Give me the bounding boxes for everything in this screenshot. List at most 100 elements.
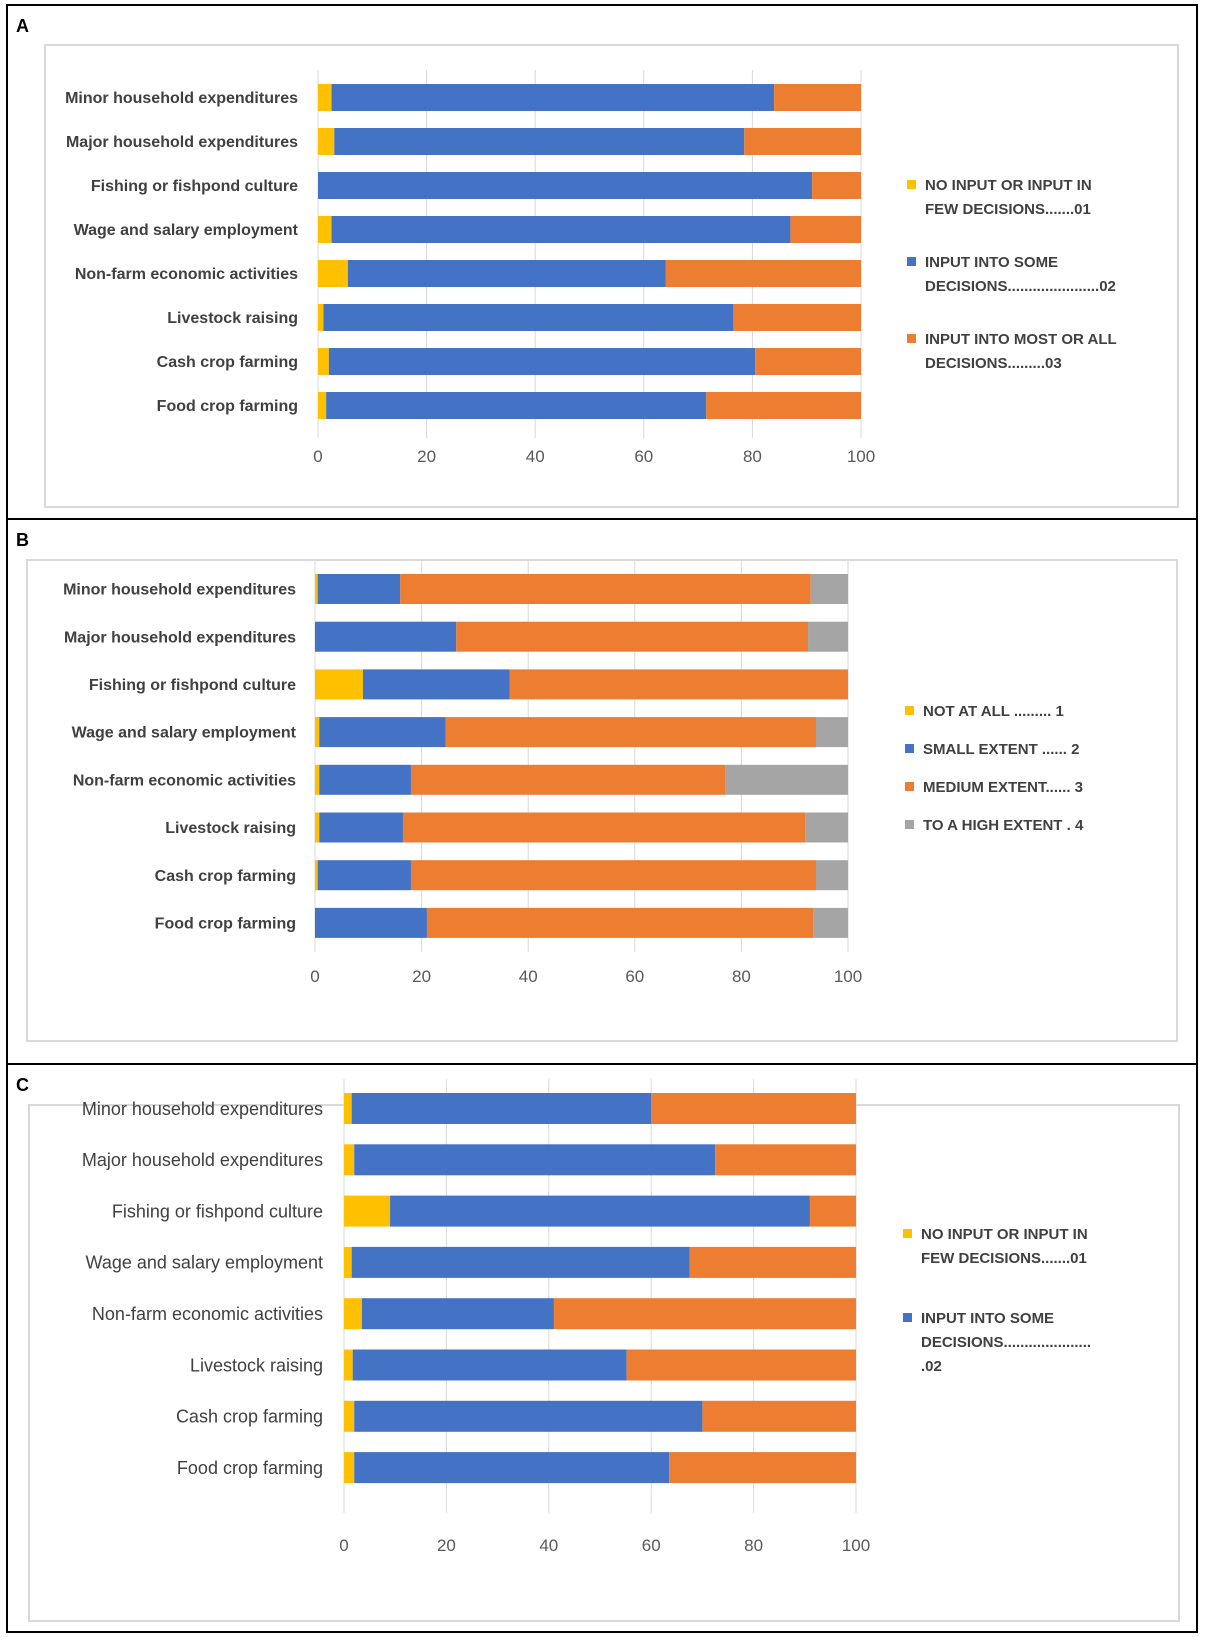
bar-segment [315,621,457,652]
x-tick-label: 40 [526,447,545,466]
bar-segment [344,1452,355,1484]
panel-b: B 0 20 40 60 80 100 Minor household expenditur… [6,520,1198,1065]
legend-label: INPUT INTO SOME [921,1310,1054,1327]
x-tick-label: 20 [412,967,431,986]
bar-segment [445,717,817,748]
x-tick-label: 100 [834,967,862,986]
legend-swatch [907,257,916,266]
bar-segment [706,392,861,419]
bar-segment [323,304,734,331]
x-tick-label: 40 [519,967,538,986]
legend-label: DECISIONS..................... [921,1334,1091,1351]
bar-segment [410,764,726,795]
legend-label: INPUT INTO MOST OR ALL [925,331,1117,348]
chart-c: 0 20 40 60 80 100 Minor household expenditures… [82,1079,1091,1555]
legend-label: FEW DECISIONS.......01 [921,1250,1087,1267]
category-label: Wage and salary employment [74,222,299,239]
bar-segment [354,1452,670,1484]
bar-segment [315,812,320,843]
x-tick-label: 0 [339,1536,348,1555]
bar-segment [315,717,320,748]
x-tick-label: 20 [437,1536,456,1555]
panel-letter: C [16,1075,29,1095]
bar-segment [344,1093,352,1124]
bar-segment [344,1144,355,1176]
bar-segment [362,669,510,700]
legend-label: FEW DECISIONS.......01 [925,201,1091,218]
legend-label: INPUT INTO SOME [925,254,1058,271]
category-label: Fishing or fishpond culture [91,178,298,195]
bar-segment [402,812,806,843]
chart-frame [26,559,1178,1042]
bar-segment [361,1298,554,1330]
bar-segment [755,348,861,375]
bar-segment [816,717,848,748]
legend-label: NO INPUT OR INPUT IN [925,177,1092,194]
category-label: Fishing or fishpond culture [89,677,296,694]
bar-segment [790,216,861,243]
bar-segment [318,84,332,111]
bar-segment [317,574,401,604]
bar-segment [744,128,861,155]
bar-segment [774,84,861,111]
bar-segment [318,172,813,199]
chart-b: 0 20 40 60 80 100 Minor household expenditures… [63,560,1084,986]
bar-segment [725,764,848,795]
category-label: Fishing or fishpond culture [112,1201,323,1221]
bar-segment [315,764,320,795]
category-label: Cash crop farming [176,1407,323,1427]
bar-segment [315,860,318,891]
category-label: Cash crop farming [157,354,298,371]
x-tick-label: 60 [642,1536,661,1555]
bar-segment [354,1400,703,1432]
category-label: Livestock raising [165,820,296,837]
category-label: Major household expenditures [64,629,296,646]
legend-label: NO INPUT OR INPUT IN [921,1226,1088,1243]
legend-swatch [905,744,914,753]
legend-label: DECISIONS.........03 [925,355,1062,372]
bar-segment [813,907,848,938]
bar-segment [318,304,324,331]
chart-frame [44,44,1179,508]
bar-segment [319,812,403,843]
x-tick-label: 100 [847,447,875,466]
bar-segment [626,1349,856,1381]
bar-segment [689,1246,856,1278]
x-tick-label: 100 [842,1536,870,1555]
bar-segment [319,764,411,795]
category-label: Livestock raising [167,310,298,327]
category-label: Minor household expenditures [63,582,296,599]
bar-segment [319,717,446,748]
x-tick-label: 60 [634,447,653,466]
x-tick-label: 80 [743,447,762,466]
bar-segment [318,348,329,375]
category-label: Livestock raising [190,1355,323,1375]
category-label: Major household expenditures [82,1150,323,1170]
legend-swatch [907,180,916,189]
legend-label: MEDIUM EXTENT...... 3 [923,779,1083,796]
bar-segment [816,860,848,891]
bar-segment [351,1093,652,1124]
bar-segment [347,260,666,287]
bar-segment [328,348,756,375]
bar-segment [426,907,814,938]
bar-segment [665,260,861,287]
legend-swatch [905,782,914,791]
legend-label: DECISIONS......................02 [925,278,1116,295]
bar-segment [315,574,318,604]
legend-label: TO A HIGH EXTENT . 4 [923,817,1084,834]
bar-segment [344,1349,353,1381]
bar-segment [651,1093,856,1124]
bar-segment [390,1195,810,1227]
legend-swatch [903,1229,912,1238]
bar-segment [410,860,817,891]
bar-segment [344,1400,355,1432]
legend-swatch [903,1313,912,1322]
bar-segment [352,1349,627,1381]
x-tick-label: 40 [539,1536,558,1555]
category-label: Minor household expenditures [82,1099,323,1119]
bar-segment [315,907,427,938]
x-tick-label: 0 [310,967,319,986]
bar-segment [318,392,327,419]
category-label: Non-farm economic activities [75,266,298,283]
